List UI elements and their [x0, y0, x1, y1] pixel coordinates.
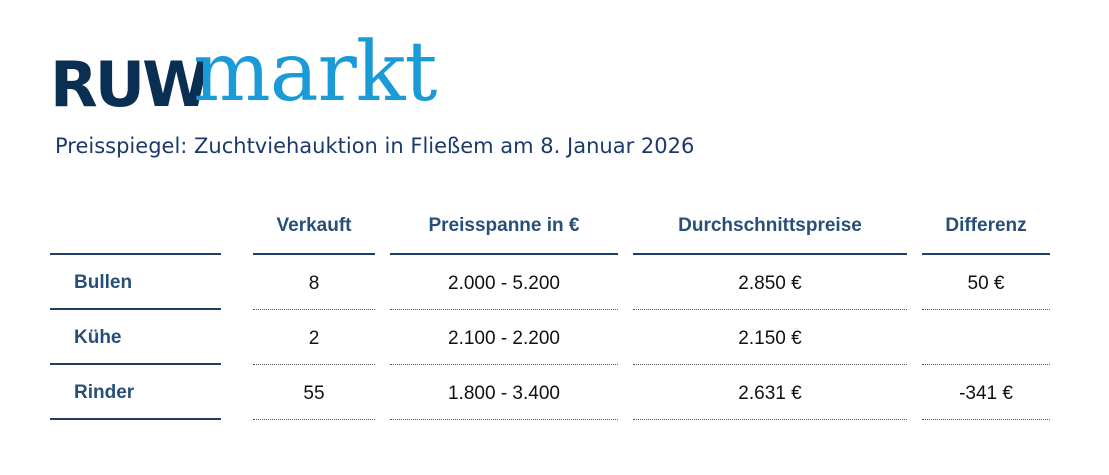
cell-bullen-range: 2.000 - 5.200 — [448, 273, 560, 294]
row-rule-kuehe — [50, 363, 221, 365]
row-dots-rinder-sold — [253, 419, 375, 420]
logo-markt: markt — [193, 25, 437, 120]
row-dots-kuehe-avg — [633, 364, 907, 365]
cell-rinder-sold: 55 — [303, 383, 325, 404]
cell-rinder-diff: -341 € — [959, 383, 1013, 404]
cell-bullen-diff: 50 € — [967, 273, 1005, 294]
page-title: Preisspiegel: Zuchtviehauktion in Fließe… — [55, 134, 695, 158]
header-rule-label — [50, 253, 221, 255]
row-dots-rinder-avg — [633, 419, 907, 420]
header-differenz: Differenz — [945, 215, 1027, 236]
row-dots-kuehe-sold — [253, 364, 375, 365]
cell-rinder-range: 1.800 - 3.400 — [448, 383, 560, 404]
cell-kuehe-sold: 2 — [308, 328, 320, 349]
cell-kuehe-avg: 2.150 € — [738, 328, 802, 349]
row-dots-bullen-diff — [922, 309, 1050, 310]
row-dots-kuehe-diff — [922, 364, 1050, 365]
cell-bullen-sold: 8 — [308, 273, 320, 294]
header-durchschnittspreise: Durchschnittspreise — [678, 215, 862, 236]
row-dots-kuehe-range — [390, 364, 618, 365]
header-rule-avg — [633, 253, 907, 255]
row-label-kuehe: Kühe — [74, 327, 122, 348]
row-rule-bullen — [50, 308, 221, 310]
row-label-bullen: Bullen — [74, 272, 133, 293]
row-dots-rinder-diff — [922, 419, 1050, 420]
row-label-rinder: Rinder — [74, 382, 135, 403]
header-rule-diff — [922, 253, 1050, 255]
cell-bullen-avg: 2.850 € — [738, 273, 802, 294]
cell-rinder-avg: 2.631 € — [738, 383, 802, 404]
logo-ruw: RUW — [50, 48, 210, 121]
header-preisspanne: Preisspanne in € — [428, 215, 580, 236]
row-dots-bullen-sold — [253, 309, 375, 310]
header-rule-sold — [253, 253, 375, 255]
header-verkauft: Verkauft — [276, 215, 352, 236]
row-dots-rinder-range — [390, 419, 618, 420]
header-rule-range — [390, 253, 618, 255]
row-rule-rinder — [50, 418, 221, 420]
row-dots-bullen-avg — [633, 309, 907, 310]
cell-kuehe-range: 2.100 - 2.200 — [448, 328, 560, 349]
row-dots-bullen-range — [390, 309, 618, 310]
